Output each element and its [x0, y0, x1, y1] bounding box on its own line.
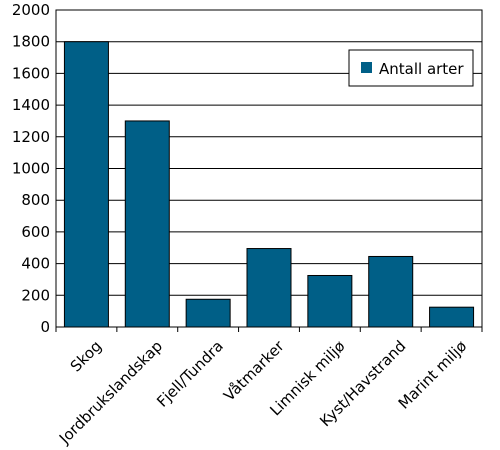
- y-tick-label: 200: [21, 286, 50, 304]
- bar: [368, 255, 414, 328]
- plot-frame: [55, 9, 483, 328]
- y-tick-label: 800: [21, 191, 50, 209]
- bar: [307, 274, 353, 328]
- y-tick-label: 1000: [12, 160, 50, 178]
- bar: [124, 120, 170, 328]
- category-labels: SkogJordbrukslandskapFjell/TundraVåtmark…: [55, 327, 483, 448]
- y-tick-label: 600: [21, 223, 50, 241]
- y-tick-label: 1400: [12, 96, 50, 114]
- plot-border: [55, 9, 483, 328]
- bars: [63, 41, 475, 328]
- bar: [185, 298, 231, 328]
- legend: Antall arter: [348, 49, 474, 87]
- bar: [429, 306, 475, 328]
- y-tick-label: 1200: [12, 128, 50, 146]
- y-tick-label: 2000: [12, 1, 50, 19]
- legend-swatch: [361, 62, 372, 73]
- bar: [63, 41, 109, 328]
- y-tick-label: 1800: [12, 33, 50, 51]
- legend-label: Antall arter: [379, 60, 464, 78]
- category-label: Skog: [67, 337, 105, 375]
- bar: [246, 248, 292, 328]
- category-label: Jordbrukslandskap: [55, 337, 166, 448]
- y-tick-label: 0: [40, 318, 50, 336]
- y-tick-label: 400: [21, 255, 50, 273]
- y-axis-ticks: 0 200 400 600 800 1000 1200 1400 1600 1800 2000: [12, 1, 50, 336]
- y-tick-label: 1600: [12, 64, 50, 82]
